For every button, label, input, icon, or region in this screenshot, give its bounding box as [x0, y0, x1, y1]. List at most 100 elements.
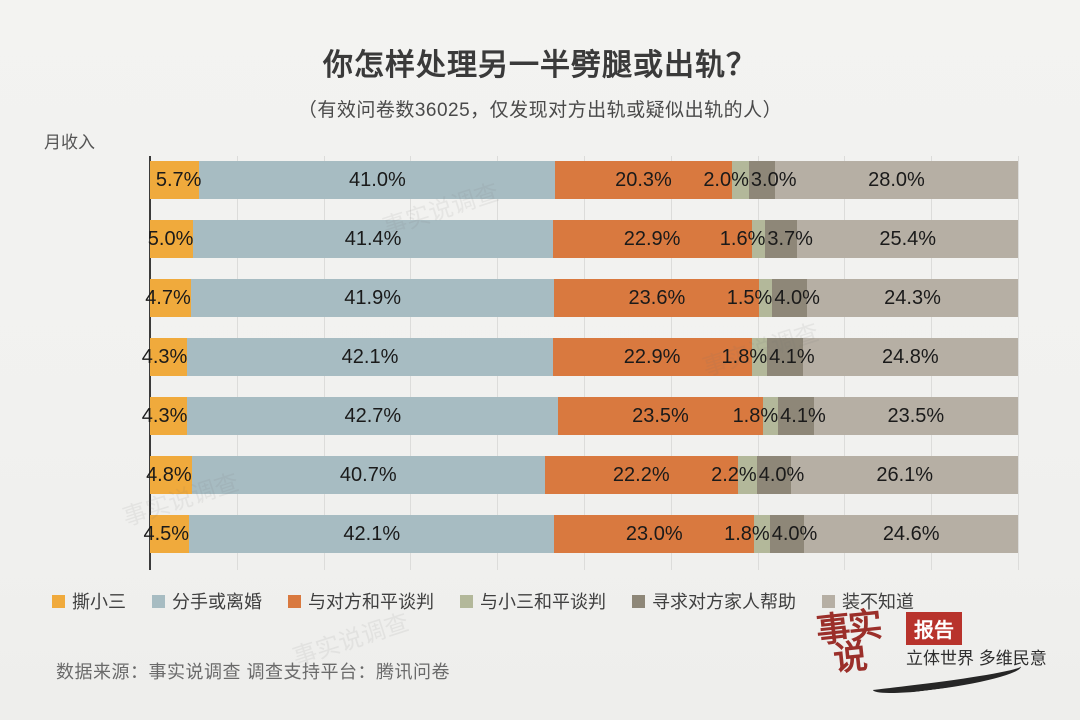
bar-value-label: 41.4% — [344, 227, 402, 250]
legend-swatch-icon — [152, 594, 165, 608]
bar-segment: 1.6% — [720, 220, 766, 258]
bar-value-label: 1.8% — [721, 345, 768, 368]
logo-badge: 报告 — [906, 612, 962, 645]
bar-value-label: 26.1% — [876, 463, 934, 486]
legend-swatch-icon — [632, 594, 645, 608]
bar-segment: 42.1% — [187, 338, 553, 376]
bar-segment: 2.0% — [703, 161, 749, 199]
bar-segment: 23.5% — [558, 397, 763, 435]
bar-value-label: 4.0% — [758, 463, 805, 486]
bar-segment: 3.7% — [765, 220, 813, 258]
bar-value-label: 20.3% — [615, 168, 672, 191]
bar-segment: 2.2% — [711, 456, 757, 494]
bar-value-label: 4.0% — [771, 522, 818, 545]
bar-value-label: 23.6% — [628, 286, 686, 309]
bar-value-label: 1.6% — [719, 227, 766, 250]
bar-segment: 5.0% — [147, 220, 194, 258]
y-axis-title: 月收入 — [44, 133, 95, 152]
logo-tagline: 立体世界 多维民意 — [906, 649, 1047, 668]
bar-segment: 4.1% — [767, 338, 815, 376]
legend-label: 与对方和平谈判 — [308, 592, 434, 612]
bar-segment: 4.5% — [143, 515, 190, 553]
bar-segment: 1.8% — [722, 338, 768, 376]
bar-value-label: 2.0% — [703, 168, 749, 191]
bar-segment: 23.5% — [813, 397, 1018, 435]
bar-segment: 5.7% — [150, 161, 202, 199]
bar-segment: 4.0% — [756, 456, 804, 494]
bar-value-label: 1.5% — [726, 286, 773, 309]
source-footer: 数据来源：事实说调查 调查支持平台：腾讯问卷 — [56, 662, 450, 682]
bar-value-label: 4.5% — [143, 522, 190, 545]
legend-swatch-icon — [822, 594, 835, 608]
bar-value-label: 41.9% — [344, 286, 401, 309]
bar-segment: 41.4% — [193, 220, 553, 258]
bar-value-label: 1.8% — [724, 522, 770, 545]
gridline — [1018, 156, 1019, 570]
logo-calligraphy: 事实 说 — [815, 607, 885, 679]
bar-segment: 20.3% — [555, 161, 732, 199]
chart-row: 2K以下4.8%40.7%22.2%2.2%4.0%26.1% — [146, 456, 1018, 494]
bar-value-label: 4.3% — [141, 404, 188, 427]
bar-segment: 24.8% — [802, 338, 1018, 376]
legend-label: 分手或离婚 — [172, 592, 262, 612]
bar-value-label: 24.8% — [881, 345, 939, 368]
legend-item[interactable]: 寻求对方家人帮助 — [632, 588, 796, 614]
brand-logo: 事实 说 报告 立体世界 多维民意 — [810, 607, 1047, 698]
legend-item[interactable]: 与对方和平谈判 — [288, 588, 434, 614]
bar-value-label: 24.3% — [884, 286, 941, 309]
page-subtitle: （有效问卷数36025，仅发现对方出轨或疑似出轨的人） — [297, 100, 783, 121]
bar-value-label: 4.0% — [774, 286, 820, 309]
bar-segment: 41.9% — [190, 279, 555, 317]
bar-value-label: 2.2% — [711, 463, 757, 486]
legend-label: 与小三和平谈判 — [480, 592, 606, 612]
bar-segment: 25.4% — [797, 220, 1018, 258]
legend-item[interactable]: 分手或离婚 — [152, 588, 262, 614]
bar-segment: 22.2% — [544, 456, 738, 494]
bar-value-label: 24.6% — [882, 522, 940, 545]
chart-row: 20K以上5.7%41.0%20.3%2.0%3.0%28.0% — [150, 161, 1018, 199]
legend-item[interactable]: 与小三和平谈判 — [460, 588, 606, 614]
bar-segment: 22.9% — [552, 338, 752, 376]
bar-value-label: 22.2% — [612, 463, 670, 486]
bar-value-label: 5.7% — [155, 168, 202, 191]
bar-value-label: 23.5% — [632, 404, 689, 427]
legend-swatch-icon — [288, 594, 301, 608]
bar-segment: 23.0% — [554, 515, 755, 553]
bar-segment: 1.8% — [724, 515, 770, 553]
bar-segment: 42.1% — [189, 515, 555, 553]
bar-value-label: 41.0% — [349, 168, 406, 191]
bar-value-label: 23.5% — [887, 404, 945, 427]
bar-segment: 4.8% — [146, 456, 192, 494]
plot-area: 20K以上5.7%41.0%20.3%2.0%3.0%28.0%10K-20K5… — [142, 156, 1019, 570]
bar-value-label: 40.7% — [339, 463, 397, 486]
bar-segment: 4.3% — [142, 338, 188, 376]
bar-value-label: 23.0% — [625, 522, 683, 545]
bar-segment: 1.5% — [727, 279, 773, 317]
chart-legend: 撕小三 分手或离婚 与对方和平谈判 与小三和平谈判 寻求对方家人帮助 装不知道 — [52, 588, 914, 614]
bar-segment: 40.7% — [191, 456, 545, 494]
bar-segment: 22.9% — [552, 220, 752, 258]
bar-value-label: 4.7% — [145, 286, 191, 309]
bar-value-label: 22.9% — [623, 345, 681, 368]
bar-segment: 4.0% — [772, 279, 820, 317]
chart-row: 8K-10K4.7%41.9%23.6%1.5%4.0%24.3% — [145, 279, 1018, 317]
bar-value-label: 42.1% — [343, 522, 401, 545]
bar-segment: 4.1% — [778, 397, 826, 435]
bar-segment: 24.3% — [807, 279, 1018, 317]
bar-value-label: 3.0% — [750, 168, 797, 191]
bar-segment: 4.3% — [142, 397, 188, 435]
bar-segment: 4.0% — [769, 515, 817, 553]
bar-value-label: 4.3% — [141, 345, 188, 368]
bar-segment: 23.6% — [554, 279, 760, 317]
bar-value-label: 42.7% — [344, 404, 402, 427]
chart-row: 5K-8K4.3%42.1%22.9%1.8%4.1%24.8% — [142, 338, 1018, 376]
bar-value-label: 1.8% — [732, 404, 779, 427]
page-title: 你怎样处理另一半劈腿或出轨？ — [323, 49, 757, 82]
legend-item[interactable]: 装不知道 — [822, 588, 914, 614]
bar-segment: 41.0% — [199, 161, 556, 199]
bar-value-label: 5.0% — [147, 227, 194, 250]
bar-segment: 4.7% — [145, 279, 191, 317]
legend-item[interactable]: 撕小三 — [52, 588, 126, 614]
bar-value-label: 4.1% — [780, 404, 826, 427]
